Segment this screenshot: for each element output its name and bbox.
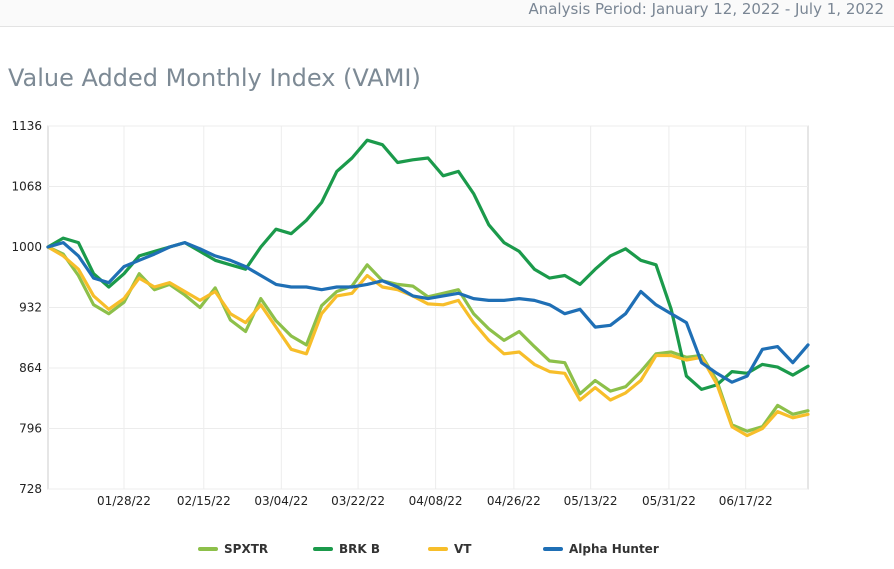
y-tick-label: 1000 <box>11 240 42 254</box>
x-tick-label: 03/04/22 <box>254 494 308 508</box>
y-tick-label: 932 <box>19 301 42 315</box>
y-tick-label: 1136 <box>11 120 42 133</box>
x-tick-label: 02/15/22 <box>177 494 231 508</box>
series-lines <box>46 138 810 438</box>
x-tick-label: 03/22/22 <box>331 494 385 508</box>
legend-item-vt[interactable]: VT <box>428 542 471 556</box>
x-tick-label: 05/31/22 <box>642 494 696 508</box>
y-tick-label: 796 <box>19 422 42 436</box>
x-tick-label: 04/08/22 <box>409 494 463 508</box>
x-tick-label: 04/26/22 <box>487 494 541 508</box>
y-axis-ticks: 728 796 864 932 1000 1068 1136 <box>11 120 42 496</box>
x-tick-label: 05/13/22 <box>564 494 618 508</box>
top-bar: Analysis Period: January 12, 2022 - July… <box>0 0 894 27</box>
x-tick-label: 01/28/22 <box>97 494 151 508</box>
vami-chart: 728 796 864 932 1000 1068 1136 01/28/22 02/15/2… <box>11 120 810 508</box>
chart-grid <box>47 125 809 490</box>
legend-label: BRK B <box>339 542 381 556</box>
series-line-vt <box>46 245 810 438</box>
series-line-alpha-hunter <box>46 240 810 384</box>
x-tick-label: 06/17/22 <box>719 494 773 508</box>
x-axis-ticks: 01/28/22 02/15/22 03/04/22 03/22/22 04/08/22… <box>97 494 773 508</box>
legend-label: Alpha Hunter <box>569 542 659 556</box>
analysis-period: Analysis Period: January 12, 2022 - July… <box>528 0 884 18</box>
y-tick-label: 728 <box>19 482 42 496</box>
legend-swatch <box>313 547 333 551</box>
legend-swatch <box>428 547 448 551</box>
y-tick-label: 1068 <box>11 180 42 194</box>
legend-item-spxtr[interactable]: SPXTR <box>198 542 268 556</box>
legend-label: SPXTR <box>224 542 269 556</box>
legend-swatch <box>543 547 563 551</box>
legend-swatch <box>198 547 218 551</box>
legend-item-brk-b[interactable]: BRK B <box>313 542 380 556</box>
chart-title: Value Added Monthly Index (VAMI) <box>8 64 421 92</box>
series-line-brk-b <box>46 138 810 391</box>
y-tick-label: 864 <box>19 361 42 375</box>
chart-legend: SPXTR BRK B VT Alpha Hunter <box>0 542 894 564</box>
legend-item-alpha-hunter[interactable]: Alpha Hunter <box>543 542 659 556</box>
legend-label: VT <box>454 542 472 556</box>
